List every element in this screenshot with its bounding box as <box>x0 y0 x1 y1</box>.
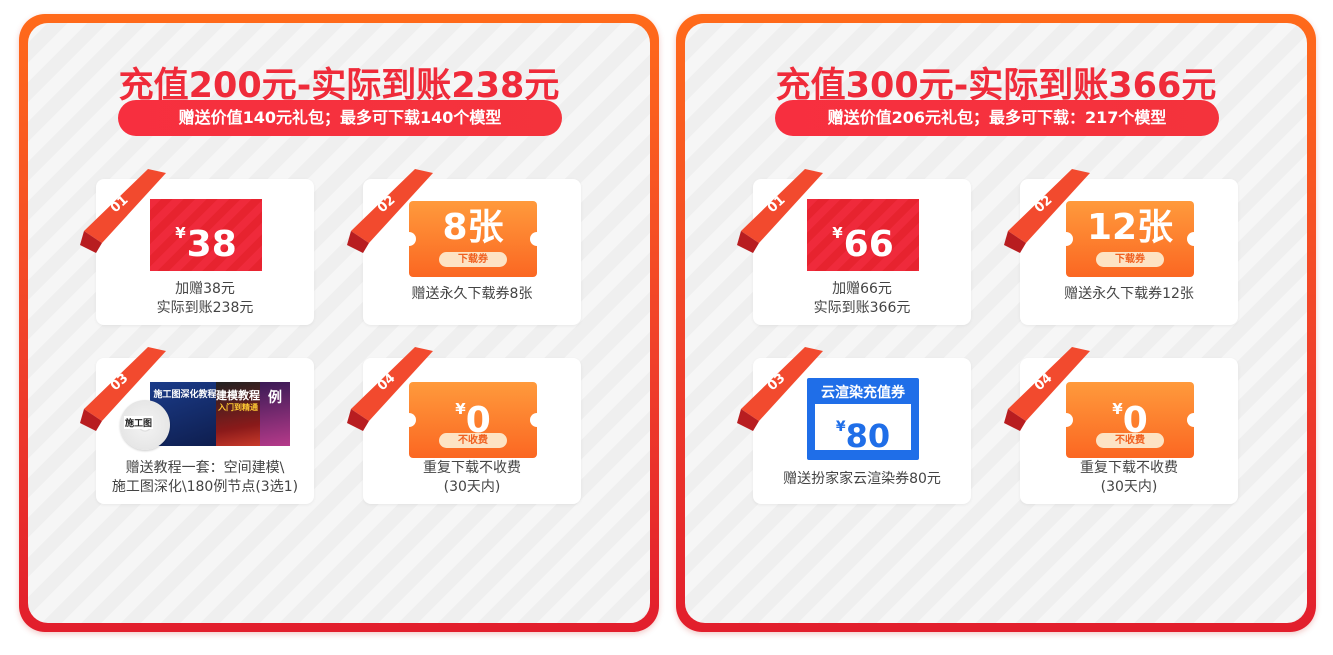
offer-subtitle-pill: 赠送价值206元礼包；最多可下载：217个模型 <box>775 100 1219 136</box>
number-ribbon-icon: 02 <box>347 169 433 253</box>
offer-subtitle-pill: 赠送价值140元礼包；最多可下载140个模型 <box>118 100 562 136</box>
offer-headline: 充值300元-实际到账366元 <box>775 66 1217 106</box>
caption-line: 施工图深化\180例节点(3选1) <box>111 479 299 495</box>
card-caption: 加赠66元 实际到账366元 <box>753 280 971 318</box>
coupon-value: 66 <box>843 224 894 265</box>
currency-symbol: ¥ <box>835 419 846 435</box>
free-ticket: ¥0 不收费 <box>402 382 544 458</box>
offer-panel-body: 充值200元-实际到账238元 赠送价值140元礼包；最多可下载140个模型 ¥… <box>28 23 650 623</box>
card-caption: 赠送教程一套：空间建模\ 施工图深化\180例节点(3选1) <box>96 459 314 497</box>
number-ribbon-icon: 01 <box>737 169 823 253</box>
caption-line: 重复下载不收费 <box>423 460 521 476</box>
offer-panel-300[interactable]: 充值300元-实际到账366元 赠送价值206元礼包；最多可下载：217个模型 … <box>676 14 1316 632</box>
dvd-disc-icon: 施工图 <box>120 400 170 450</box>
currency-symbol: ¥ <box>175 224 186 242</box>
cash-coupon: ¥66 <box>807 199 919 271</box>
caption-line: 加赠38元 <box>175 281 235 297</box>
caption-line: 实际到账366元 <box>813 300 911 316</box>
benefit-card-tutorial: 施工图深化教程 建模教程 入门到精通 例 施工图 赠送教程一套：空间建模\ 施工图… <box>96 358 314 504</box>
card-caption: 赠送扮家家云渲染券80元 <box>783 471 941 487</box>
offer-panel-200[interactable]: 充值200元-实际到账238元 赠送价值140元礼包；最多可下载140个模型 ¥… <box>19 14 659 632</box>
download-ticket: 12张 下载券 <box>1059 201 1201 277</box>
book-title: 例 <box>268 390 282 406</box>
ticket-tag: 不收费 <box>1096 433 1164 448</box>
coupon-value: 80 <box>845 417 891 455</box>
card-caption: 赠送永久下载券12张 <box>1064 286 1194 302</box>
ticket-value: 12张 <box>1086 207 1174 248</box>
caption-line: (30天内) <box>443 479 501 495</box>
card-caption: 重复下载不收费 (30天内) <box>363 459 581 497</box>
number-ribbon-icon: 03 <box>80 347 166 431</box>
coupon-title: 云渲染充值券 <box>821 385 905 401</box>
currency-symbol: ¥ <box>455 400 466 418</box>
caption-line: 重复下载不收费 <box>1080 460 1178 476</box>
caption-line: 赠送教程一套：空间建模\ <box>125 460 285 476</box>
card-caption: 重复下载不收费 (30天内) <box>1020 459 1238 497</box>
number-ribbon-icon: 01 <box>80 169 166 253</box>
card-caption: 赠送永久下载券8张 <box>411 286 533 302</box>
book-subtitle: 入门到精通 <box>218 403 258 412</box>
book-title: 建模教程 <box>216 389 260 402</box>
number-ribbon-icon: 04 <box>347 347 433 431</box>
number-ribbon-icon: 04 <box>1004 347 1090 431</box>
currency-symbol: ¥ <box>1112 400 1123 418</box>
offer-panel-body: 充值300元-实际到账366元 赠送价值206元礼包；最多可下载：217个模型 … <box>685 23 1307 623</box>
ticket-tag: 下载券 <box>439 252 507 267</box>
book-title: 施工图深化教程 <box>153 390 217 400</box>
caption-line: 加赠66元 <box>832 281 892 297</box>
benefit-card-tickets: 8张 下载券 赠送永久下载券8张 <box>363 179 581 325</box>
tutorial-books: 施工图深化教程 建模教程 入门到精通 例 施工图 <box>120 382 292 450</box>
download-ticket: 8张 下载券 <box>402 201 544 277</box>
caption-line: (30天内) <box>1100 479 1158 495</box>
ticket-tag: 不收费 <box>439 433 507 448</box>
number-ribbon-icon: 03 <box>737 347 823 431</box>
ticket-value: 8张 <box>442 207 504 248</box>
currency-symbol: ¥ <box>832 224 843 242</box>
book-cover: 建模教程 入门到精通 <box>216 382 260 446</box>
coupon-box: ¥80 <box>815 404 911 455</box>
ticket-tag: 下载券 <box>1096 252 1164 267</box>
benefit-card-free-redownload: ¥0 不收费 重复下载不收费 (30天内) <box>1020 358 1238 504</box>
caption-line: 实际到账238元 <box>156 300 254 316</box>
book-cover: 例 <box>260 382 290 446</box>
disc-label: 施工图 <box>124 416 154 429</box>
offer-headline: 充值200元-实际到账238元 <box>118 66 560 106</box>
coupon-value: 38 <box>186 224 237 265</box>
free-ticket: ¥0 不收费 <box>1059 382 1201 458</box>
render-coupon: 云渲染充值券 ¥80 <box>807 378 919 460</box>
card-caption: 加赠38元 实际到账238元 <box>96 280 314 318</box>
number-ribbon-icon: 02 <box>1004 169 1090 253</box>
cash-coupon: ¥38 <box>150 199 262 271</box>
